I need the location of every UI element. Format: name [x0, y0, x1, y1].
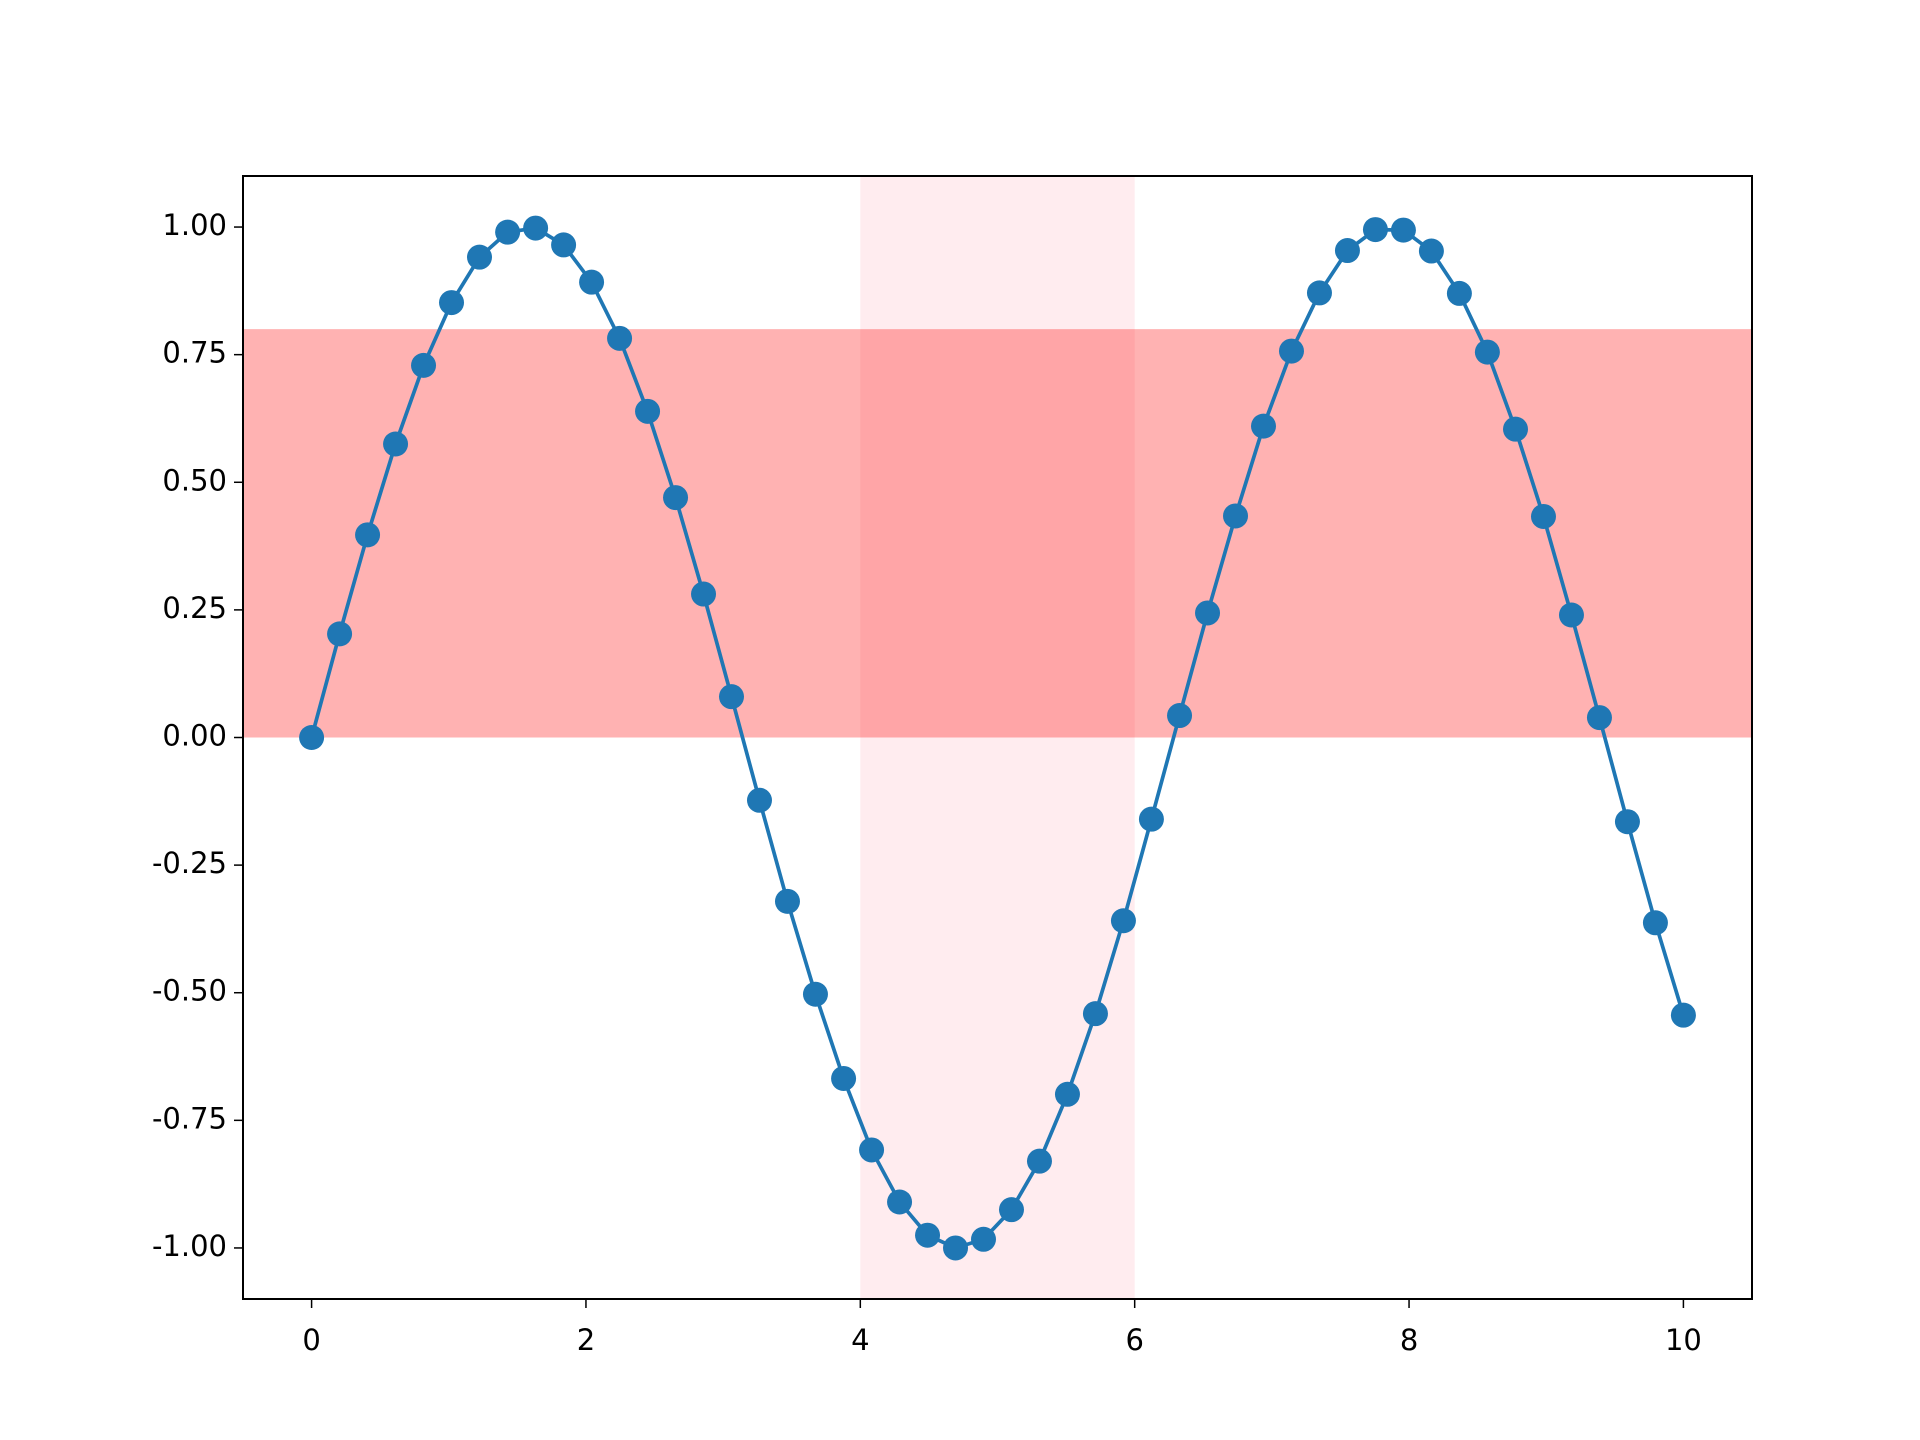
- point: [551, 232, 577, 258]
- point: [1418, 238, 1444, 264]
- point: [1306, 280, 1332, 306]
- point: [1390, 217, 1416, 243]
- point: [915, 1222, 941, 1248]
- point: [1026, 1148, 1052, 1174]
- point: [943, 1235, 969, 1261]
- point: [1502, 416, 1528, 442]
- y-tick-label: 0.25: [162, 591, 227, 625]
- point: [887, 1189, 913, 1215]
- y-tick-label: 1.00: [162, 208, 227, 242]
- y-tick-label: 0.50: [162, 463, 227, 497]
- x-tick-label: 6: [1125, 1323, 1143, 1357]
- x-tick-label: 0: [302, 1323, 320, 1357]
- point: [1138, 806, 1164, 832]
- point: [467, 244, 493, 270]
- point: [859, 1137, 885, 1163]
- point: [1167, 703, 1193, 729]
- point: [774, 888, 800, 914]
- point: [663, 485, 689, 511]
- point: [635, 398, 661, 424]
- point: [607, 325, 633, 351]
- x-tick-label: 10: [1665, 1323, 1702, 1357]
- horizontal-span: [243, 329, 1752, 738]
- point: [439, 290, 465, 316]
- point: [719, 684, 745, 710]
- point: [971, 1226, 997, 1252]
- point: [1195, 600, 1221, 626]
- point: [1586, 705, 1612, 731]
- point: [1110, 908, 1136, 934]
- point: [1670, 1002, 1696, 1028]
- vertical-span: [860, 176, 1135, 1299]
- point: [1223, 503, 1249, 529]
- point: [1334, 238, 1360, 264]
- y-tick-label: -0.25: [152, 846, 227, 880]
- point: [691, 581, 717, 607]
- point: [495, 219, 521, 245]
- y-tick-label: -1.00: [152, 1229, 227, 1263]
- point: [411, 352, 437, 378]
- point: [1530, 503, 1556, 529]
- x-tick-label: 4: [851, 1323, 869, 1357]
- point: [1082, 1001, 1108, 1027]
- point: [1474, 339, 1500, 365]
- point: [1642, 910, 1668, 936]
- y-tick-label: 0.75: [162, 336, 227, 370]
- point: [1054, 1081, 1080, 1107]
- point: [831, 1065, 857, 1091]
- y-tick-label: -0.75: [152, 1101, 227, 1135]
- point: [1614, 809, 1640, 835]
- point: [1446, 280, 1472, 306]
- point: [1250, 413, 1276, 439]
- x-tick-label: 8: [1400, 1323, 1418, 1357]
- point: [746, 787, 772, 813]
- point: [299, 725, 325, 750]
- point: [1278, 338, 1304, 364]
- point: [383, 431, 409, 457]
- point: [1362, 217, 1388, 243]
- point: [327, 621, 353, 647]
- point: [1558, 602, 1584, 628]
- point: [998, 1197, 1024, 1223]
- axes-frame: [242, 175, 1753, 1300]
- y-tick-label: -0.50: [152, 974, 227, 1008]
- point: [523, 215, 549, 241]
- x-tick-label: 2: [577, 1323, 595, 1357]
- point: [579, 269, 605, 295]
- point: [355, 522, 381, 548]
- y-tick-label: 0.00: [162, 719, 227, 753]
- point: [802, 981, 828, 1007]
